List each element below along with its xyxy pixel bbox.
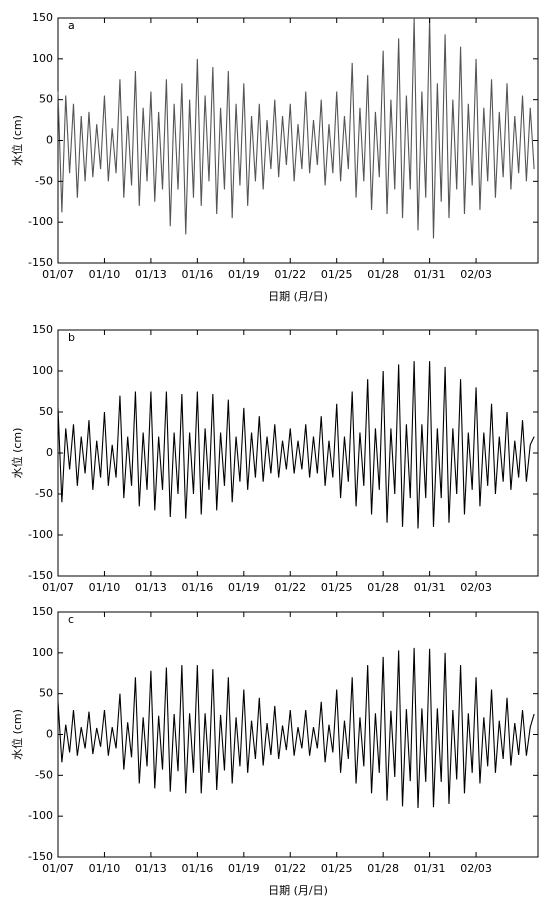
x-tick-label: 01/07: [42, 268, 74, 281]
x-tick-label: 01/07: [42, 581, 74, 594]
y-tick-label: 150: [32, 605, 53, 618]
water-level-line: [57, 17, 535, 239]
x-tick-label: 02/03: [460, 268, 492, 281]
x-tick-label: 01/25: [321, 862, 353, 875]
x-tick-label: 01/13: [135, 862, 167, 875]
y-tick-label: 150: [32, 11, 53, 24]
y-tick-label: 100: [32, 52, 53, 65]
y-tick-label: -50: [35, 487, 53, 500]
x-tick-label: 01/22: [274, 268, 306, 281]
y-tick-label: 100: [32, 646, 53, 659]
x-tick-label: 01/07: [42, 862, 74, 875]
x-tick-label: 01/13: [135, 268, 167, 281]
x-tick-label: 01/25: [321, 268, 353, 281]
x-tick-label: 02/03: [460, 862, 492, 875]
y-tick-label: -150: [28, 850, 53, 863]
x-tick-label: 01/28: [367, 862, 399, 875]
y-tick-label: 100: [32, 364, 53, 377]
x-axis-label: 日期 (月/日): [268, 884, 328, 897]
y-tick-label: -100: [28, 809, 53, 822]
x-tick-label: 01/19: [228, 268, 260, 281]
water-level-line: [57, 647, 535, 809]
y-tick-label: 50: [39, 687, 53, 700]
x-tick-label: 01/31: [414, 581, 446, 594]
plot-frame: [57, 329, 539, 577]
x-tick-label: 01/16: [182, 268, 214, 281]
x-tick-label: 01/10: [89, 268, 121, 281]
y-axis-label: 水位 (cm): [10, 115, 24, 166]
x-tick-label: 01/16: [182, 581, 214, 594]
x-tick-label: 01/10: [89, 862, 121, 875]
x-tick-label: 01/28: [367, 581, 399, 594]
y-tick-label: -50: [35, 174, 53, 187]
y-tick-label: 50: [39, 93, 53, 106]
x-axis-label: 日期 (月/日): [268, 290, 328, 303]
y-tick-label: -100: [28, 528, 53, 541]
y-tick-label: -50: [35, 768, 53, 781]
x-tick-label: 01/13: [135, 581, 167, 594]
x-tick-label: 01/19: [228, 581, 260, 594]
y-tick-label: 0: [46, 134, 53, 147]
water-level-line: [57, 361, 535, 529]
x-tick-label: 01/19: [228, 862, 260, 875]
panel-label: b: [68, 331, 75, 344]
y-tick-label: 0: [46, 446, 53, 459]
x-tick-label: 01/10: [89, 581, 121, 594]
y-axis-label: 水位 (cm): [10, 709, 24, 760]
y-tick-label: 50: [39, 405, 53, 418]
y-tick-label: -150: [28, 569, 53, 582]
plot-frame: [57, 17, 539, 264]
x-tick-label: 01/22: [274, 862, 306, 875]
x-tick-label: 01/22: [274, 581, 306, 594]
panel-label: a: [68, 19, 75, 32]
y-tick-label: -150: [28, 256, 53, 269]
y-tick-label: -100: [28, 215, 53, 228]
y-tick-label: 150: [32, 323, 53, 336]
x-tick-label: 01/25: [321, 581, 353, 594]
panel-label: c: [68, 613, 74, 626]
plot-frame: [57, 611, 539, 858]
x-tick-label: 01/16: [182, 862, 214, 875]
x-tick-label: 01/28: [367, 268, 399, 281]
y-tick-label: 0: [46, 728, 53, 741]
x-tick-label: 02/03: [460, 581, 492, 594]
x-tick-label: 01/31: [414, 268, 446, 281]
x-tick-label: 01/31: [414, 862, 446, 875]
y-axis-label: 水位 (cm): [10, 428, 24, 479]
